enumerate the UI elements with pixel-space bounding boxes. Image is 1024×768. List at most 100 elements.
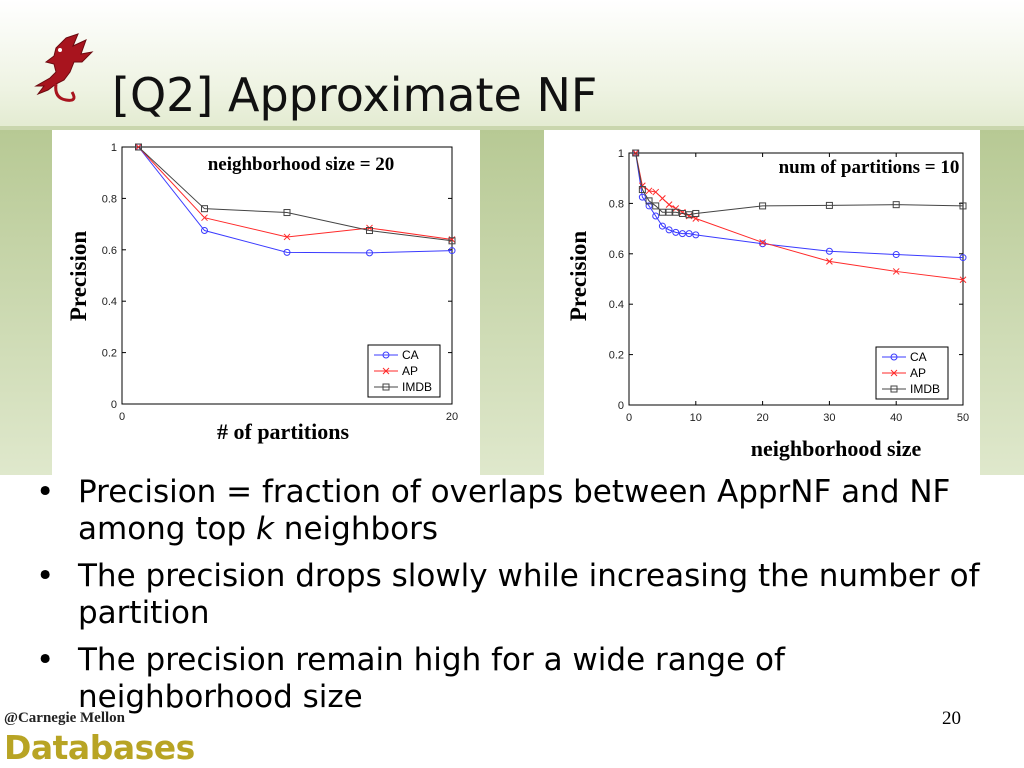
chart1-x-axis-label: # of partitions — [217, 419, 349, 444]
chart2-annotation: num of partitions = 10 — [779, 157, 960, 178]
chart2-series-ap-point — [659, 195, 666, 202]
chart2-xtick-label: 30 — [823, 412, 835, 424]
chart2-series-ca-point — [959, 254, 967, 262]
chart2-xtick-label: 50 — [957, 412, 969, 424]
chart1-legend-label-imdb: IMDB — [402, 380, 432, 394]
left-chart: 0 0.2 0.4 0.6 0.8 1 0 20 neighborhood size = 20 P… — [66, 142, 458, 444]
chart2-ytick-label: 0 — [618, 400, 624, 412]
chart1-legend-marker-ca — [382, 351, 390, 359]
bullet-dot: • — [36, 642, 55, 678]
chart1-annotation: neighborhood size = 20 — [208, 154, 395, 175]
chart2-legend-marker-imdb — [890, 385, 898, 393]
chart2-series-ca-point — [658, 222, 666, 230]
middle-green-band — [480, 130, 544, 475]
chart2-series-ap-point-b — [645, 187, 653, 195]
chart2-series-ca-point — [665, 226, 673, 234]
chart1-series-imdb-point — [448, 237, 456, 245]
chart2-series-ap-point — [652, 188, 660, 196]
left-green-band — [0, 130, 52, 475]
chart2-series-imdb-point — [638, 186, 646, 194]
right-chart-panel: 0 0.2 0.4 0.6 0.8 1 0 10 20 30 40 50 num of partitio… — [544, 133, 980, 473]
bullet-item-3: • The precision remain high for a wide ra… — [34, 642, 994, 716]
chart2-y-axis-label: Precision — [566, 231, 591, 321]
bullet-list: • Precision = fraction of overlaps betwee… — [34, 474, 994, 726]
chart1-legend-marker-ap — [382, 367, 390, 375]
chart2-series-ap-point — [665, 201, 673, 209]
chart1-series-ap-point-b — [283, 233, 291, 241]
chart2-series-ap-point — [672, 205, 680, 212]
chart2-xtick-label: 20 — [756, 412, 768, 424]
bullet-text-1b: k — [256, 511, 274, 547]
chart2-legend-marker-ap — [890, 369, 898, 377]
chart2-series-imdb-point — [665, 208, 673, 216]
chart2-series-imdb-point — [692, 209, 700, 217]
chart2-xtick-label: 0 — [626, 412, 632, 424]
chart1-y-axis-label: Precision — [66, 231, 91, 321]
header-band — [0, 0, 1024, 128]
chart2-series-ap-point — [759, 239, 766, 246]
slide-title: [Q2] Approximate NF — [112, 68, 598, 122]
chart2-series-ap-point-b — [672, 205, 680, 212]
chart1-series-ca-point — [448, 247, 456, 255]
chart2-series-imdb-point — [652, 202, 660, 210]
chart1-ytick-label: 0.6 — [102, 245, 117, 257]
chart1-legend-marker-ap-b — [382, 367, 390, 375]
bullet-dot: • — [36, 558, 55, 594]
chart1-legend-marker-imdb — [382, 383, 390, 391]
chart1-series-ca-point — [366, 249, 373, 257]
bullet-item-2: • The precision drops slowly while increa… — [34, 558, 994, 632]
bullet-item-1: • Precision = fraction of overlaps betwee… — [34, 474, 994, 548]
header-divider — [0, 126, 1024, 130]
chart1-ytick-label: 0.4 — [102, 296, 117, 308]
chart2-series-ap-point-b — [759, 239, 766, 246]
chart1-ytick-label: 0.8 — [102, 193, 117, 205]
footer-brand-logo: Databases — [4, 728, 195, 767]
chart2-series-ap-point — [632, 149, 640, 157]
chart2-series-imdb-point — [685, 211, 693, 219]
chart2-series-ca-point — [892, 251, 900, 259]
chart2-legend-label-imdb: IMDB — [910, 382, 940, 396]
bullet-text-3: The precision remain high for a wide ran… — [78, 642, 785, 715]
right-green-band — [980, 130, 1024, 475]
left-chart-panel: 0 0.2 0.4 0.6 0.8 1 0 20 neighborhood size = 20 P… — [53, 133, 480, 473]
bullet-text-2: The precision drops slowly while increas… — [78, 558, 980, 631]
chart1-series-ca-line — [138, 146, 453, 254]
chart1-series-imdb-line — [138, 146, 453, 242]
chart2-legend-label-ap: AP — [910, 366, 926, 380]
page-number: 20 — [942, 708, 961, 729]
chart2-xtick-label: 10 — [690, 412, 702, 424]
chart1-xtick-label: 20 — [446, 411, 458, 423]
chart2-series-ap-point-b — [826, 258, 833, 265]
chart2-series-ap-point-b — [659, 195, 666, 202]
chart1-xtick-label: 0 — [119, 411, 125, 423]
chart1-series-ap-point — [283, 233, 291, 241]
chart1-series-imdb-point — [135, 143, 142, 151]
chart1-ytick-label: 1 — [111, 142, 117, 154]
chart1-legend-label-ap: AP — [402, 364, 418, 378]
chart2-x-axis-label: neighborhood size — [751, 436, 922, 461]
chart2-series-ap-point-b — [652, 188, 660, 196]
chart2-series-imdb-point — [892, 201, 900, 209]
chart2-legend-marker-ap-b — [890, 369, 898, 377]
chart2-series-imdb-point — [658, 208, 666, 216]
bullet-dot: • — [36, 474, 55, 510]
chart2-ytick-label: 0.8 — [609, 198, 624, 210]
chart1-legend-label-ca: CA — [402, 348, 419, 362]
chart1-series-imdb-point — [283, 209, 291, 217]
chart2-series-imdb-point — [825, 201, 833, 209]
chart2-series-imdb-point — [672, 208, 680, 216]
chart1-ytick-label: 0.2 — [102, 348, 117, 360]
chart2-series-ap-point — [892, 268, 900, 275]
chart2-series-ca-point — [678, 230, 686, 238]
chart2-series-imdb-point — [678, 209, 686, 217]
chart2-series-ca-point — [638, 193, 646, 201]
chart2-series-ap-point-b — [892, 268, 900, 275]
chart2-series-ap-point — [639, 182, 646, 190]
chart2-series-ca-point — [672, 228, 680, 236]
chart2-ytick-label: 0.4 — [609, 299, 624, 311]
chart2-legend-marker-ca — [890, 353, 898, 361]
chart2-series-ca-point — [825, 247, 833, 255]
chart1-series-imdb-point — [201, 205, 208, 213]
chart2-ytick-label: 1 — [618, 148, 624, 160]
chart2-series-ca-point — [692, 231, 700, 239]
